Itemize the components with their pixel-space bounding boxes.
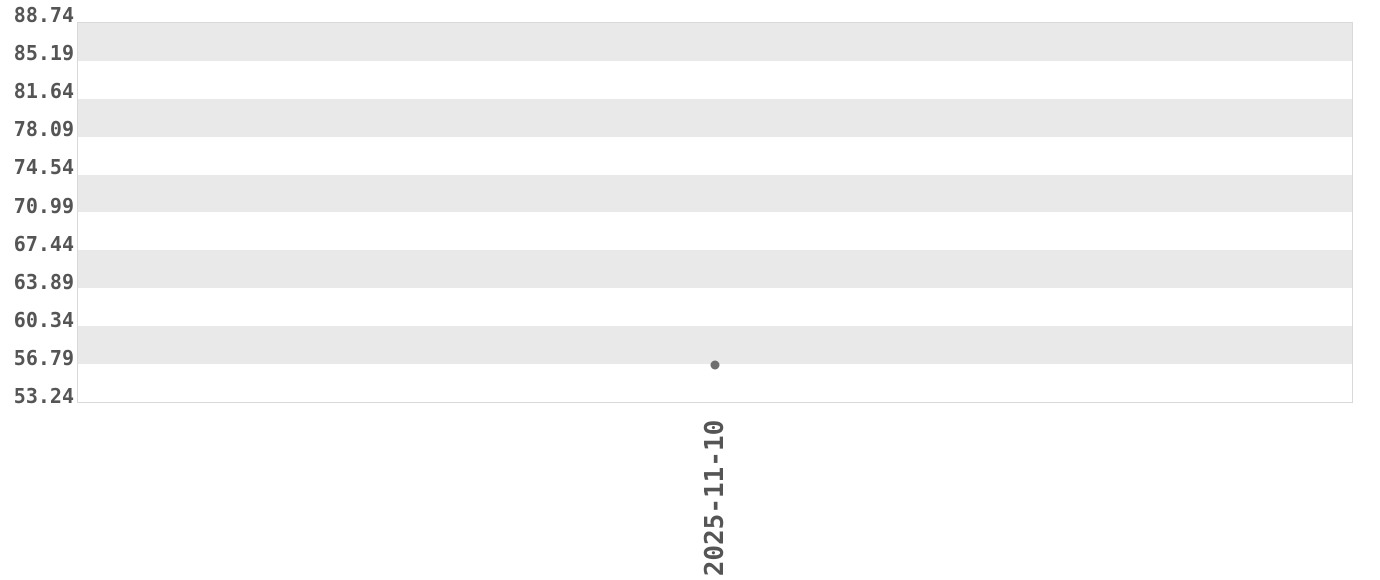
grid-band — [78, 23, 1352, 61]
x-axis-tick-label: 2025-11-10 — [700, 419, 730, 577]
grid-band — [78, 250, 1352, 289]
grid-band — [78, 364, 1352, 402]
grid-band — [78, 98, 1352, 137]
grid-band — [78, 174, 1352, 213]
y-tick-label: 88.74 — [13, 3, 74, 27]
y-tick-label: 74.54 — [13, 155, 74, 180]
y-tick-label: 81.64 — [13, 79, 74, 104]
grid-band — [78, 61, 1352, 99]
y-tick-label: 63.89 — [13, 269, 74, 294]
data-point-marker[interactable] — [710, 360, 720, 370]
grid-band — [78, 137, 1352, 175]
y-tick-label: 53.24 — [13, 384, 74, 408]
y-tick-label: 85.19 — [13, 41, 74, 66]
y-tick-label: 67.44 — [13, 231, 74, 256]
grid-band — [78, 288, 1352, 326]
y-tick-label: 56.79 — [13, 345, 74, 370]
plot-area — [77, 22, 1353, 403]
grid-band — [78, 213, 1352, 251]
y-tick-label: 70.99 — [13, 193, 74, 218]
y-tick-label: 78.09 — [13, 117, 74, 142]
grid-band — [78, 326, 1352, 365]
y-tick-label: 60.34 — [13, 307, 74, 332]
